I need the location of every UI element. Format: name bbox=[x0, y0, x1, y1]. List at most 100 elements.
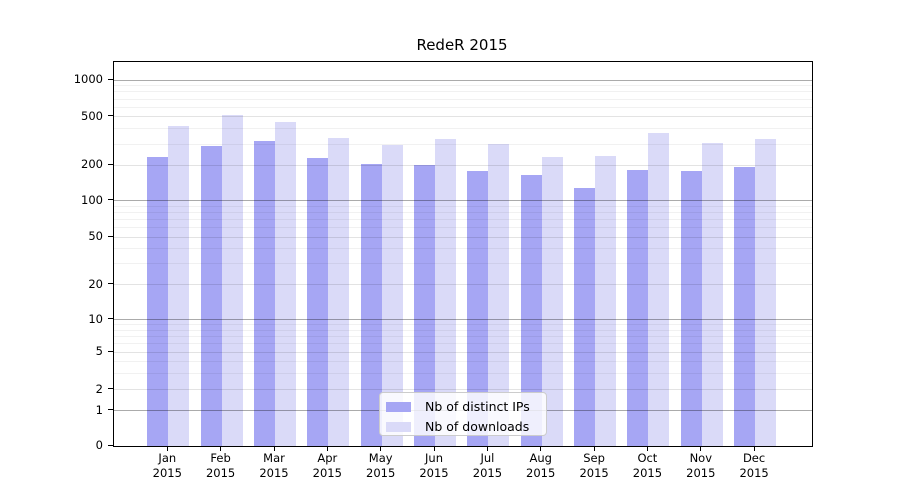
bar-distinct-ips-mar bbox=[253, 140, 275, 446]
bar-distinct-ips-jun bbox=[414, 165, 436, 446]
gridline-3 bbox=[114, 372, 812, 374]
y-tick-label-1: 1 bbox=[95, 402, 103, 417]
legend-swatch-distinct-ips bbox=[386, 401, 411, 412]
legend-label-distinct-ips: Nb of distinct IPs bbox=[425, 399, 530, 414]
gridline-30 bbox=[114, 263, 812, 265]
bar-downloads-jan bbox=[168, 125, 190, 446]
y-tick-1 bbox=[108, 409, 113, 411]
gridline-90 bbox=[114, 205, 812, 207]
bar-downloads-apr bbox=[328, 138, 350, 446]
x-tick-label-feb: Feb 2015 bbox=[205, 451, 236, 480]
bar-distinct-ips-sep bbox=[574, 188, 596, 446]
y-tick-200 bbox=[108, 163, 113, 165]
bar-downloads-mar bbox=[274, 121, 296, 446]
y-tick-label-100: 100 bbox=[81, 192, 103, 207]
legend: Nb of distinct IPs Nb of downloads bbox=[379, 392, 547, 436]
bar-downloads-nov bbox=[701, 143, 723, 446]
x-tick-label-apr: Apr 2015 bbox=[312, 451, 342, 480]
x-tick-label-oct: Oct 2015 bbox=[632, 451, 663, 480]
y-tick-label-20: 20 bbox=[88, 276, 103, 291]
x-tick-label-nov: Nov 2015 bbox=[686, 451, 716, 480]
y-tick-100 bbox=[108, 199, 113, 200]
bar-distinct-ips-oct bbox=[627, 169, 649, 446]
gridline-6 bbox=[114, 343, 812, 345]
gridline-900 bbox=[114, 85, 812, 87]
gridline-50 bbox=[114, 236, 812, 238]
bar-downloads-oct bbox=[648, 132, 670, 446]
x-tick-may bbox=[380, 446, 382, 451]
y-tick-1000 bbox=[108, 78, 113, 80]
gridline-10 bbox=[114, 319, 812, 321]
legend-swatch-downloads bbox=[386, 421, 411, 432]
y-tick-20 bbox=[108, 283, 113, 285]
x-tick-label-jul: Jul 2015 bbox=[472, 451, 503, 480]
x-tick-sep bbox=[593, 446, 595, 451]
y-tick-label-0: 0 bbox=[95, 438, 103, 452]
y-tick-500 bbox=[108, 115, 113, 117]
gridline-7 bbox=[114, 336, 812, 337]
gridline-800 bbox=[114, 91, 812, 93]
gridline-700 bbox=[114, 98, 812, 100]
x-tick-feb bbox=[220, 446, 222, 451]
x-tick-label-mar: Mar 2015 bbox=[259, 451, 289, 480]
bar-distinct-ips-may bbox=[360, 164, 382, 446]
gridline-500 bbox=[114, 116, 812, 118]
bar-distinct-ips-feb bbox=[200, 145, 222, 446]
x-tick-label-sep: Sep 2015 bbox=[579, 451, 609, 480]
y-tick-label-2: 2 bbox=[95, 381, 103, 396]
bar-downloads-jun bbox=[435, 139, 457, 446]
bar-downloads-aug bbox=[541, 157, 563, 446]
x-tick-aug bbox=[540, 446, 542, 451]
y-tick-label-50: 50 bbox=[88, 229, 103, 244]
gridline-1000 bbox=[114, 79, 812, 81]
x-tick-mar bbox=[273, 446, 275, 451]
gridline-5 bbox=[114, 351, 812, 353]
gridline-8 bbox=[114, 329, 812, 331]
gridline-60 bbox=[114, 227, 812, 229]
bar-distinct-ips-apr bbox=[307, 158, 329, 446]
gridline-4 bbox=[114, 361, 812, 362]
y-tick-label-1000: 1000 bbox=[73, 72, 103, 86]
bar-distinct-ips-jul bbox=[467, 171, 489, 446]
chart-title: RedeR 2015 bbox=[416, 36, 508, 54]
x-tick-label-may: May 2015 bbox=[366, 451, 396, 480]
gridline-40 bbox=[114, 248, 812, 250]
bar-distinct-ips-nov bbox=[680, 170, 702, 446]
legend-label-downloads: Nb of downloads bbox=[425, 419, 530, 434]
gridline-400 bbox=[114, 128, 812, 130]
bar-distinct-ips-dec bbox=[734, 166, 756, 446]
x-tick-label-aug: Aug 2015 bbox=[526, 451, 556, 480]
bar-downloads-feb bbox=[221, 114, 243, 446]
x-tick-jun bbox=[433, 446, 435, 451]
y-tick-50 bbox=[108, 235, 113, 237]
bar-downloads-jul bbox=[488, 144, 510, 446]
x-tick-jul bbox=[486, 446, 488, 451]
gridline-20 bbox=[114, 284, 812, 286]
x-tick-dec bbox=[753, 446, 755, 451]
gridline-2 bbox=[114, 389, 812, 391]
x-tick-nov bbox=[700, 446, 702, 451]
y-tick-label-500: 500 bbox=[81, 108, 103, 123]
gridline-100 bbox=[114, 200, 812, 201]
y-tick-label-200: 200 bbox=[81, 157, 103, 172]
gridline-70 bbox=[114, 218, 812, 220]
plot-area: Nb of distinct IPs Nb of downloads bbox=[113, 61, 813, 447]
x-tick-apr bbox=[326, 446, 328, 451]
legend-item-distinct-ips: Nb of distinct IPs bbox=[386, 398, 546, 415]
legend-item-downloads: Nb of downloads bbox=[386, 418, 546, 435]
gridline-9 bbox=[114, 324, 812, 326]
bar-distinct-ips-aug bbox=[520, 174, 542, 446]
gridline-600 bbox=[114, 106, 812, 108]
y-tick-label-10: 10 bbox=[88, 311, 103, 326]
bar-downloads-dec bbox=[755, 138, 777, 446]
bar-downloads-may bbox=[381, 144, 403, 446]
y-tick-0 bbox=[108, 444, 113, 446]
x-tick-label-jan: Jan 2015 bbox=[152, 451, 182, 480]
gridline-80 bbox=[114, 211, 812, 213]
bar-distinct-ips-jan bbox=[147, 156, 169, 446]
bar-downloads-sep bbox=[595, 156, 617, 446]
gridline-300 bbox=[114, 143, 812, 145]
y-tick-2 bbox=[108, 388, 113, 390]
x-tick-label-dec: Dec 2015 bbox=[739, 451, 769, 480]
